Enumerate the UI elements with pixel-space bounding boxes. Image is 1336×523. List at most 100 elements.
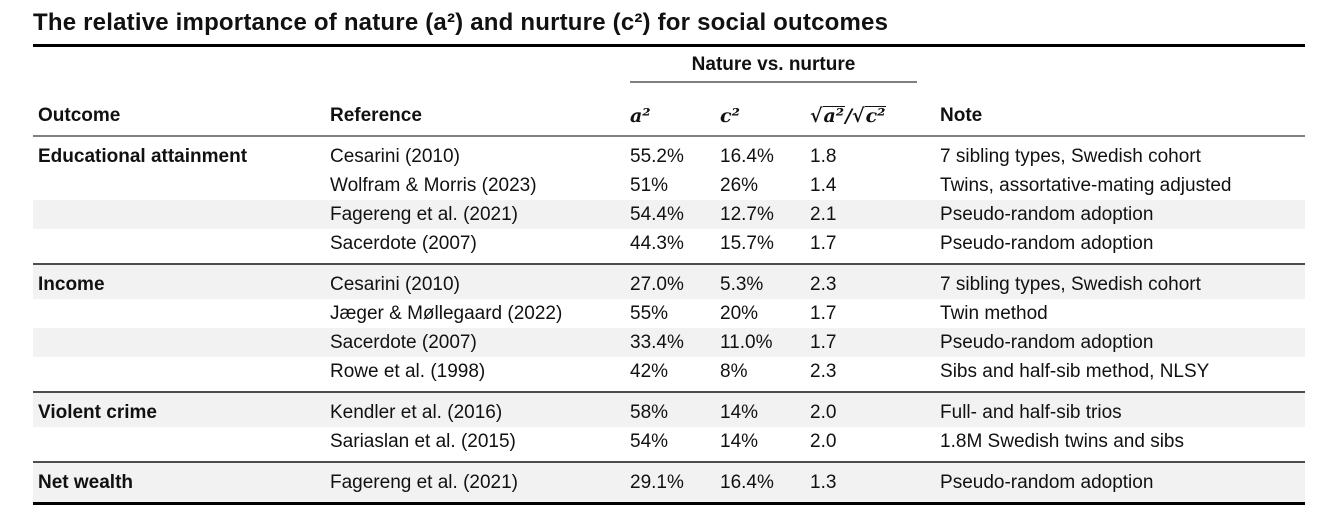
a2-column-header: a² <box>630 83 720 137</box>
a2-cell: 54.4% <box>630 200 720 229</box>
c2-cell: 16.4% <box>720 146 774 167</box>
c2-cell: 5.3% <box>720 263 810 299</box>
column-header-row: Outcome Reference a² c² √a²/√c² Note <box>33 83 1306 137</box>
outcome-cell <box>33 357 330 392</box>
section: Educational attainment Cesarini (2010) 5… <box>33 136 1306 264</box>
reference-cell: Jæger & Møllegaard (2022) <box>330 303 563 324</box>
ratio-cell: 2.3 <box>810 361 837 382</box>
reference-cell: Sacerdote (2007) <box>330 233 477 254</box>
outcome-cell: Educational attainment <box>38 146 248 167</box>
outcome-cell: Income <box>33 263 330 299</box>
c2-cell: 20% <box>720 303 759 324</box>
ratio-cell: 1.7 <box>810 328 941 357</box>
a2-cell: 51% <box>630 175 669 196</box>
a2-cell: 29.1% <box>630 461 720 505</box>
nature-vs-nurture-header-cell: Nature vs. nurture <box>630 47 940 83</box>
reference-column-header: Reference <box>330 83 630 137</box>
reference-cell: Fagereng et al. (2021) <box>330 200 630 229</box>
outcome-column-header: Outcome <box>33 83 330 137</box>
page: The relative importance of nature (a²) a… <box>33 0 1306 505</box>
table-row: Educational attainment Cesarini (2010) 5… <box>33 136 1305 171</box>
table-row: Net wealth Fagereng et al. (2021) 29.1% … <box>33 461 1306 505</box>
spacer-cell <box>940 47 1305 83</box>
table-row: Income Cesarini (2010) 27.0% 5.3% 2.3 7 … <box>33 263 1306 299</box>
outcome-cell: Net wealth <box>33 461 330 505</box>
reference-cell: Sariaslan et al. (2015) <box>330 431 516 452</box>
a2-cell: 27.0% <box>630 263 720 299</box>
outcome-cell <box>33 171 330 200</box>
table-row: Sariaslan et al. (2015) 54% 14% 2.0 1.8M… <box>33 427 1305 462</box>
a2-cell: 44.3% <box>630 233 684 254</box>
note-cell: Twin method <box>940 303 1048 324</box>
outcome-cell: Violent crime <box>33 391 330 427</box>
spacer-cell <box>33 47 330 83</box>
note-cell: 7 sibling types, Swedish cohort <box>940 146 1201 167</box>
reference-cell: Cesarini (2010) <box>330 263 630 299</box>
ratio-cell: 1.7 <box>810 233 837 254</box>
ratio-column-header: √a²/√c² <box>810 83 941 137</box>
ratio-cell: 1.8 <box>810 146 837 167</box>
outcome-cell <box>33 299 330 328</box>
ratio-cell: 2.0 <box>810 391 941 427</box>
a2-cell: 33.4% <box>630 328 720 357</box>
sqrt-a2-radicand: a² <box>822 105 846 127</box>
outcome-cell <box>33 200 330 229</box>
section: Violent crime Kendler et al. (2016) 58% … <box>33 391 1306 462</box>
outcome-cell <box>33 427 330 462</box>
reference-cell: Fagereng et al. (2021) <box>330 461 630 505</box>
nature-vs-nurture-label: Nature vs. nurture <box>630 53 917 83</box>
c2-cell: 26% <box>720 175 759 196</box>
c2-cell: 14% <box>720 391 810 427</box>
ratio-cell: 2.0 <box>810 431 837 452</box>
outcome-cell <box>33 229 330 264</box>
outcomes-table: Nature vs. nurture Outcome Reference a² … <box>33 47 1306 505</box>
group-header-row: Nature vs. nurture <box>33 47 1305 83</box>
a2-cell: 54% <box>630 431 669 452</box>
note-cell: Pseudo-random adoption <box>940 461 1306 505</box>
section: Net wealth Fagereng et al. (2021) 29.1% … <box>33 461 1306 505</box>
table-row: Violent crime Kendler et al. (2016) 58% … <box>33 391 1306 427</box>
reference-cell: Wolfram & Morris (2023) <box>330 175 537 196</box>
table-row: Sacerdote (2007) 33.4% 11.0% 1.7 Pseudo-… <box>33 328 1306 357</box>
note-cell: 7 sibling types, Swedish cohort <box>940 263 1306 299</box>
slash: / <box>845 105 853 127</box>
note-cell: Pseudo-random adoption <box>940 328 1306 357</box>
ratio-cell: 2.3 <box>810 263 941 299</box>
table-row: Fagereng et al. (2021) 54.4% 12.7% 2.1 P… <box>33 200 1306 229</box>
reference-cell: Cesarini (2010) <box>330 146 460 167</box>
note-cell: 1.8M Swedish twins and sibs <box>940 431 1184 452</box>
section: Income Cesarini (2010) 27.0% 5.3% 2.3 7 … <box>33 263 1306 392</box>
note-cell: Pseudo-random adoption <box>940 233 1154 254</box>
outcome-cell <box>33 328 330 357</box>
ratio-cell: 2.1 <box>810 200 941 229</box>
note-cell: Twins, assortative-mating adjusted <box>940 175 1232 196</box>
table-row: Wolfram & Morris (2023) 51% 26% 1.4 Twin… <box>33 171 1305 200</box>
table-row: Rowe et al. (1998) 42% 8% 2.3 Sibs and h… <box>33 357 1305 392</box>
a2-cell: 55% <box>630 303 669 324</box>
table-row: Sacerdote (2007) 44.3% 15.7% 1.7 Pseudo-… <box>33 229 1305 264</box>
sqrt-c2-radicand: c² <box>864 105 887 127</box>
ratio-cell: 1.7 <box>810 303 837 324</box>
reference-cell: Rowe et al. (1998) <box>330 361 486 382</box>
sqrt-symbol: √ <box>852 105 865 127</box>
table-row: Jæger & Møllegaard (2022) 55% 20% 1.7 Tw… <box>33 299 1305 328</box>
ratio-cell: 1.4 <box>810 175 837 196</box>
table-title: The relative importance of nature (a²) a… <box>33 7 1305 47</box>
c2-cell: 8% <box>720 361 748 382</box>
c2-cell: 12.7% <box>720 200 810 229</box>
c2-cell: 16.4% <box>720 461 810 505</box>
c2-cell: 15.7% <box>720 233 774 254</box>
c2-cell: 11.0% <box>720 328 810 357</box>
c2-cell: 14% <box>720 431 759 452</box>
note-cell: Pseudo-random adoption <box>940 200 1306 229</box>
spacer-cell <box>330 47 630 83</box>
sqrt-symbol: √ <box>810 105 823 127</box>
c2-column-header: c² <box>720 83 810 137</box>
note-cell: Full- and half-sib trios <box>940 391 1306 427</box>
a2-cell: 58% <box>630 391 720 427</box>
reference-cell: Sacerdote (2007) <box>330 328 630 357</box>
a2-cell: 55.2% <box>630 146 684 167</box>
note-cell: Sibs and half-sib method, NLSY <box>940 361 1210 382</box>
a2-cell: 42% <box>630 361 669 382</box>
note-column-header: Note <box>940 83 1306 137</box>
